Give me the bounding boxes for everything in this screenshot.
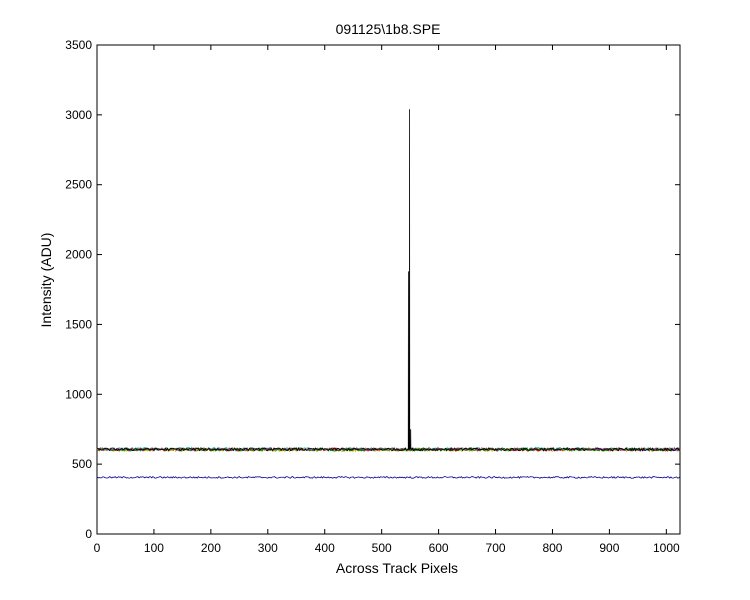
y-tick-label: 0 xyxy=(85,527,92,541)
y-tick-label: 1000 xyxy=(65,387,92,401)
y-tick-label: 1500 xyxy=(65,317,92,331)
y-tick-label: 2000 xyxy=(65,248,92,262)
x-tick-label: 100 xyxy=(144,541,164,555)
y-axis-label: Intensity (ADU) xyxy=(38,233,54,328)
x-tick-label: 700 xyxy=(486,541,506,555)
x-axis-ticks: 0 100 200 300 400 500 600 700 800 900 1000 xyxy=(94,45,680,555)
x-tick-label: 200 xyxy=(201,541,221,555)
y-axis-ticks: 0 500 1000 1500 2000 2500 3000 3500 xyxy=(65,38,680,541)
x-tick-label: 300 xyxy=(258,541,278,555)
x-tick-label: 400 xyxy=(315,541,335,555)
y-tick-label: 3000 xyxy=(65,108,92,122)
x-tick-label: 900 xyxy=(599,541,619,555)
series-layer xyxy=(96,109,681,479)
y-tick-label: 500 xyxy=(72,457,92,471)
x-tick-label: 500 xyxy=(372,541,392,555)
x-axis-label: Across Track Pixels xyxy=(336,560,458,576)
plot-area xyxy=(96,44,681,535)
chart-title: 091125\1b8.SPE xyxy=(336,21,441,37)
y-tick-label: 2500 xyxy=(65,178,92,192)
x-tick-label: 600 xyxy=(429,541,449,555)
series-line xyxy=(96,109,681,452)
x-tick-label: 1000 xyxy=(653,541,680,555)
y-tick-label: 3500 xyxy=(65,38,92,52)
series-line xyxy=(96,475,681,479)
x-tick-label: 800 xyxy=(542,541,562,555)
x-tick-label: 0 xyxy=(94,541,101,555)
